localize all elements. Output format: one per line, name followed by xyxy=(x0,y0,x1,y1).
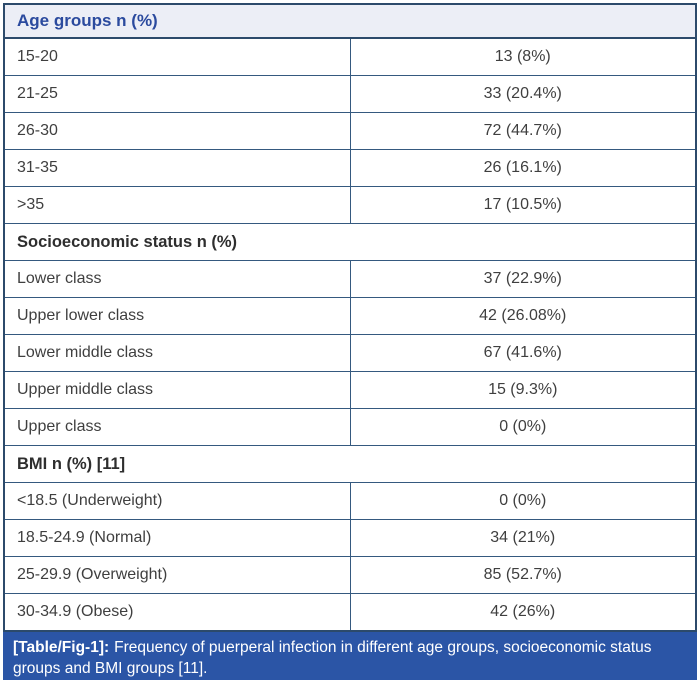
row-value-cell: 34 (21%) xyxy=(349,519,697,557)
row-label-cell: Upper middle class xyxy=(3,371,351,409)
table-row: Lower middle class 67 (41.6%) xyxy=(3,334,697,372)
row-value-cell: 0 (0%) xyxy=(349,408,697,446)
table-row: Lower class 37 (22.9%) xyxy=(3,260,697,298)
row-value-cell: 17 (10.5%) xyxy=(349,186,697,224)
row-label-cell: 18.5-24.9 (Normal) xyxy=(3,519,351,557)
row-value-cell: 42 (26.08%) xyxy=(349,297,697,335)
table-row: 30-34.9 (Obese) 42 (26%) xyxy=(3,593,697,632)
row-label-cell: 26-30 xyxy=(3,112,351,150)
table-row: 15-20 13 (8%) xyxy=(3,37,697,76)
table-row: 26-30 72 (44.7%) xyxy=(3,112,697,150)
row-value-cell: 85 (52.7%) xyxy=(349,556,697,594)
row-value-cell: 72 (44.7%) xyxy=(349,112,697,150)
row-label-cell: Lower middle class xyxy=(3,334,351,372)
row-value-cell: 13 (8%) xyxy=(349,37,697,76)
table-row: <18.5 (Underweight) 0 (0%) xyxy=(3,482,697,520)
table-row: 25-29.9 (Overweight) 85 (52.7%) xyxy=(3,556,697,594)
row-value-cell: 42 (26%) xyxy=(349,593,697,632)
section-header-cell: Age groups n (%) xyxy=(3,3,697,39)
table-body: Age groups n (%) 15-20 13 (8%) 21-25 33 (20.… xyxy=(3,3,697,632)
table-row: >35 17 (10.5%) xyxy=(3,186,697,224)
table-row: Upper class 0 (0%) xyxy=(3,408,697,446)
row-label-cell: 21-25 xyxy=(3,75,351,113)
section-header-cell: BMI n (%) [11] xyxy=(3,445,697,483)
caption-text: Frequency of puerperal infection in diff… xyxy=(13,639,652,677)
data-table: Age groups n (%) 15-20 13 (8%) 21-25 33 (20.… xyxy=(3,3,697,632)
row-value-cell: 33 (20.4%) xyxy=(349,75,697,113)
table-row: Upper lower class 42 (26.08%) xyxy=(3,297,697,335)
section-header-row: Age groups n (%) xyxy=(3,3,697,39)
section-header-row: BMI n (%) [11] xyxy=(3,445,697,483)
row-label-cell: 25-29.9 (Overweight) xyxy=(3,556,351,594)
row-value-cell: 37 (22.9%) xyxy=(349,260,697,298)
table-row: Upper middle class 15 (9.3%) xyxy=(3,371,697,409)
section-header-row: Socioeconomic status n (%) xyxy=(3,223,697,261)
row-label-cell: 15-20 xyxy=(3,37,351,76)
row-label-cell: Lower class xyxy=(3,260,351,298)
row-value-cell: 26 (16.1%) xyxy=(349,149,697,187)
row-label-cell: Upper lower class xyxy=(3,297,351,335)
row-label-cell: 31-35 xyxy=(3,149,351,187)
table-caption: [Table/Fig-1]: Frequency of puerperal inf… xyxy=(3,632,697,680)
row-value-cell: 0 (0%) xyxy=(349,482,697,520)
row-label-cell: Upper class xyxy=(3,408,351,446)
row-value-cell: 67 (41.6%) xyxy=(349,334,697,372)
row-label-cell: >35 xyxy=(3,186,351,224)
table-row: 31-35 26 (16.1%) xyxy=(3,149,697,187)
section-header-cell: Socioeconomic status n (%) xyxy=(3,223,697,261)
table-row: 18.5-24.9 (Normal) 34 (21%) xyxy=(3,519,697,557)
caption-label: [Table/Fig-1]: xyxy=(13,639,110,656)
table-row: 21-25 33 (20.4%) xyxy=(3,75,697,113)
row-label-cell: <18.5 (Underweight) xyxy=(3,482,351,520)
row-label-cell: 30-34.9 (Obese) xyxy=(3,593,351,632)
row-value-cell: 15 (9.3%) xyxy=(349,371,697,409)
